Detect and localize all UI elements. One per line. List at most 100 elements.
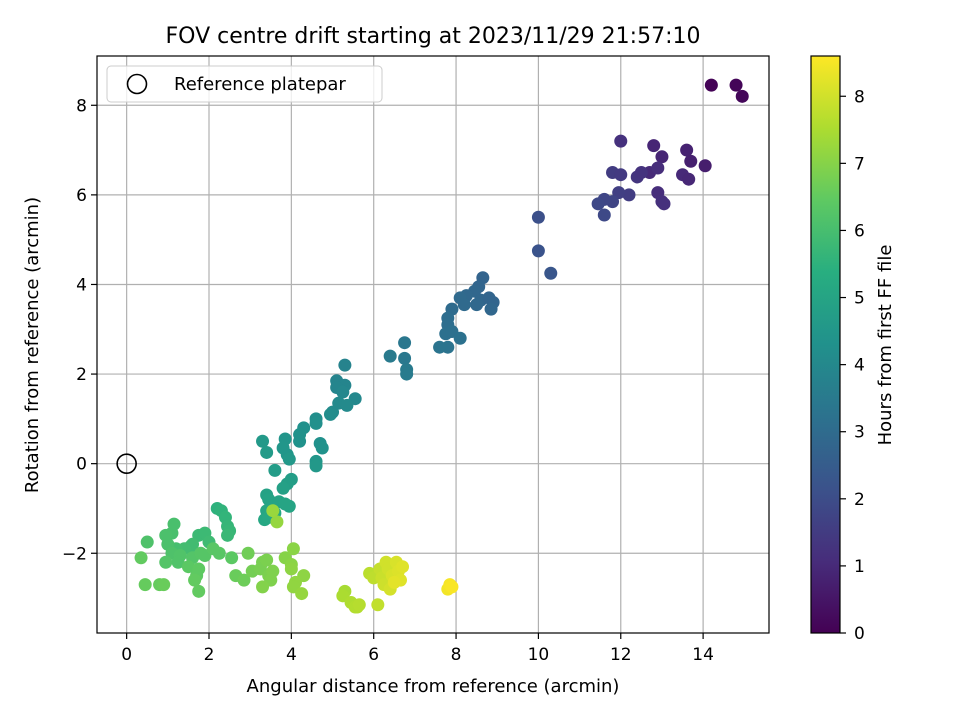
- data-point: [445, 580, 459, 594]
- data-point: [651, 161, 665, 175]
- data-point: [286, 542, 300, 556]
- data-point: [484, 302, 498, 316]
- data-point: [680, 143, 694, 157]
- data-point: [266, 564, 280, 578]
- y-axis-label: Rotation from reference (arcmin): [22, 197, 43, 493]
- legend: Reference platepar: [106, 65, 383, 103]
- data-point: [634, 165, 648, 179]
- y-tick-label: −2: [62, 544, 87, 564]
- colorbar-ticks: 0 1 2 3 4 5 6 7 8: [840, 87, 865, 644]
- data-point: [157, 578, 171, 592]
- chart-title: FOV centre drift starting at 2023/11/29 …: [166, 24, 701, 49]
- x-tick-label: 10: [528, 645, 550, 665]
- x-tick-label: 8: [451, 645, 462, 665]
- data-point: [657, 197, 671, 211]
- data-point: [531, 244, 545, 258]
- data-point: [309, 459, 323, 473]
- data-point: [655, 150, 669, 164]
- data-point: [597, 208, 611, 222]
- data-point: [293, 434, 307, 448]
- x-tick-label: 0: [121, 645, 132, 665]
- data-point: [256, 580, 270, 594]
- y-tick-label: 8: [76, 96, 87, 116]
- colorbar-tick-label: 2: [854, 490, 865, 510]
- data-point: [134, 551, 148, 565]
- colorbar-tick-label: 3: [854, 423, 865, 443]
- y-axis-ticks: −2 0 2 4 6 8: [62, 96, 97, 564]
- colorbar-tick-label: 1: [854, 557, 865, 577]
- colorbar-tick-label: 0: [854, 624, 865, 644]
- data-point: [622, 188, 636, 202]
- data-point: [237, 573, 251, 587]
- data-point: [278, 497, 292, 511]
- data-point: [268, 463, 282, 477]
- data-point: [315, 441, 329, 455]
- data-point: [704, 78, 718, 92]
- data-point: [256, 434, 270, 448]
- data-point: [266, 504, 280, 518]
- data-point: [729, 78, 743, 92]
- plot-area-frame: [96, 55, 770, 634]
- data-point: [221, 528, 235, 542]
- data-point: [262, 493, 276, 507]
- x-tick-label: 14: [692, 645, 714, 665]
- data-point: [284, 562, 298, 576]
- data-point: [698, 159, 712, 173]
- data-point: [400, 367, 414, 381]
- scatter-points: [134, 78, 749, 614]
- colorbar-tick-label: 5: [854, 289, 865, 309]
- data-point: [140, 535, 154, 549]
- legend-label: Reference platepar: [174, 74, 346, 95]
- data-point: [192, 584, 206, 598]
- data-point: [323, 407, 337, 421]
- data-point: [591, 197, 605, 211]
- data-point: [352, 598, 366, 612]
- x-tick-label: 6: [368, 645, 379, 665]
- data-point: [647, 139, 661, 153]
- y-tick-label: 0: [76, 455, 87, 475]
- x-tick-label: 4: [286, 645, 297, 665]
- data-point: [544, 266, 558, 280]
- legend-box: [106, 65, 383, 103]
- data-point: [181, 560, 195, 574]
- data-point: [225, 551, 239, 565]
- x-tick-label: 12: [610, 645, 632, 665]
- colorbar-tick-label: 4: [854, 356, 865, 376]
- y-tick-label: 6: [76, 186, 87, 206]
- y-tick-label: 4: [76, 275, 87, 295]
- data-point: [338, 358, 352, 372]
- colorbar-gradient: [810, 55, 841, 634]
- data-point: [167, 517, 181, 531]
- data-point: [340, 398, 354, 412]
- data-point: [735, 89, 749, 103]
- colorbar-tick-label: 8: [854, 87, 865, 107]
- data-point: [457, 298, 471, 312]
- data-point: [260, 445, 274, 459]
- data-point: [371, 598, 385, 612]
- data-point: [398, 351, 412, 365]
- data-point: [276, 481, 290, 495]
- data-point: [260, 553, 274, 567]
- data-point: [614, 168, 628, 182]
- data-point: [453, 331, 467, 345]
- data-point: [295, 587, 309, 601]
- data-point: [270, 515, 284, 529]
- data-point: [241, 546, 255, 560]
- data-point: [684, 154, 698, 168]
- data-point: [387, 575, 401, 589]
- data-point: [531, 210, 545, 224]
- data-point: [159, 555, 173, 569]
- y-tick-label: 2: [76, 365, 87, 385]
- data-point: [614, 134, 628, 148]
- data-point: [396, 560, 410, 574]
- data-point: [336, 385, 350, 399]
- reference-platepar-marker: [116, 453, 137, 474]
- data-point: [398, 336, 412, 350]
- data-point: [309, 416, 323, 430]
- colorbar-label: Hours from first FF file: [875, 245, 896, 446]
- data-point: [682, 172, 696, 186]
- data-point: [188, 573, 202, 587]
- data-point: [282, 452, 296, 466]
- x-axis-ticks: 0 2 4 6 8 10 12 14: [121, 633, 714, 665]
